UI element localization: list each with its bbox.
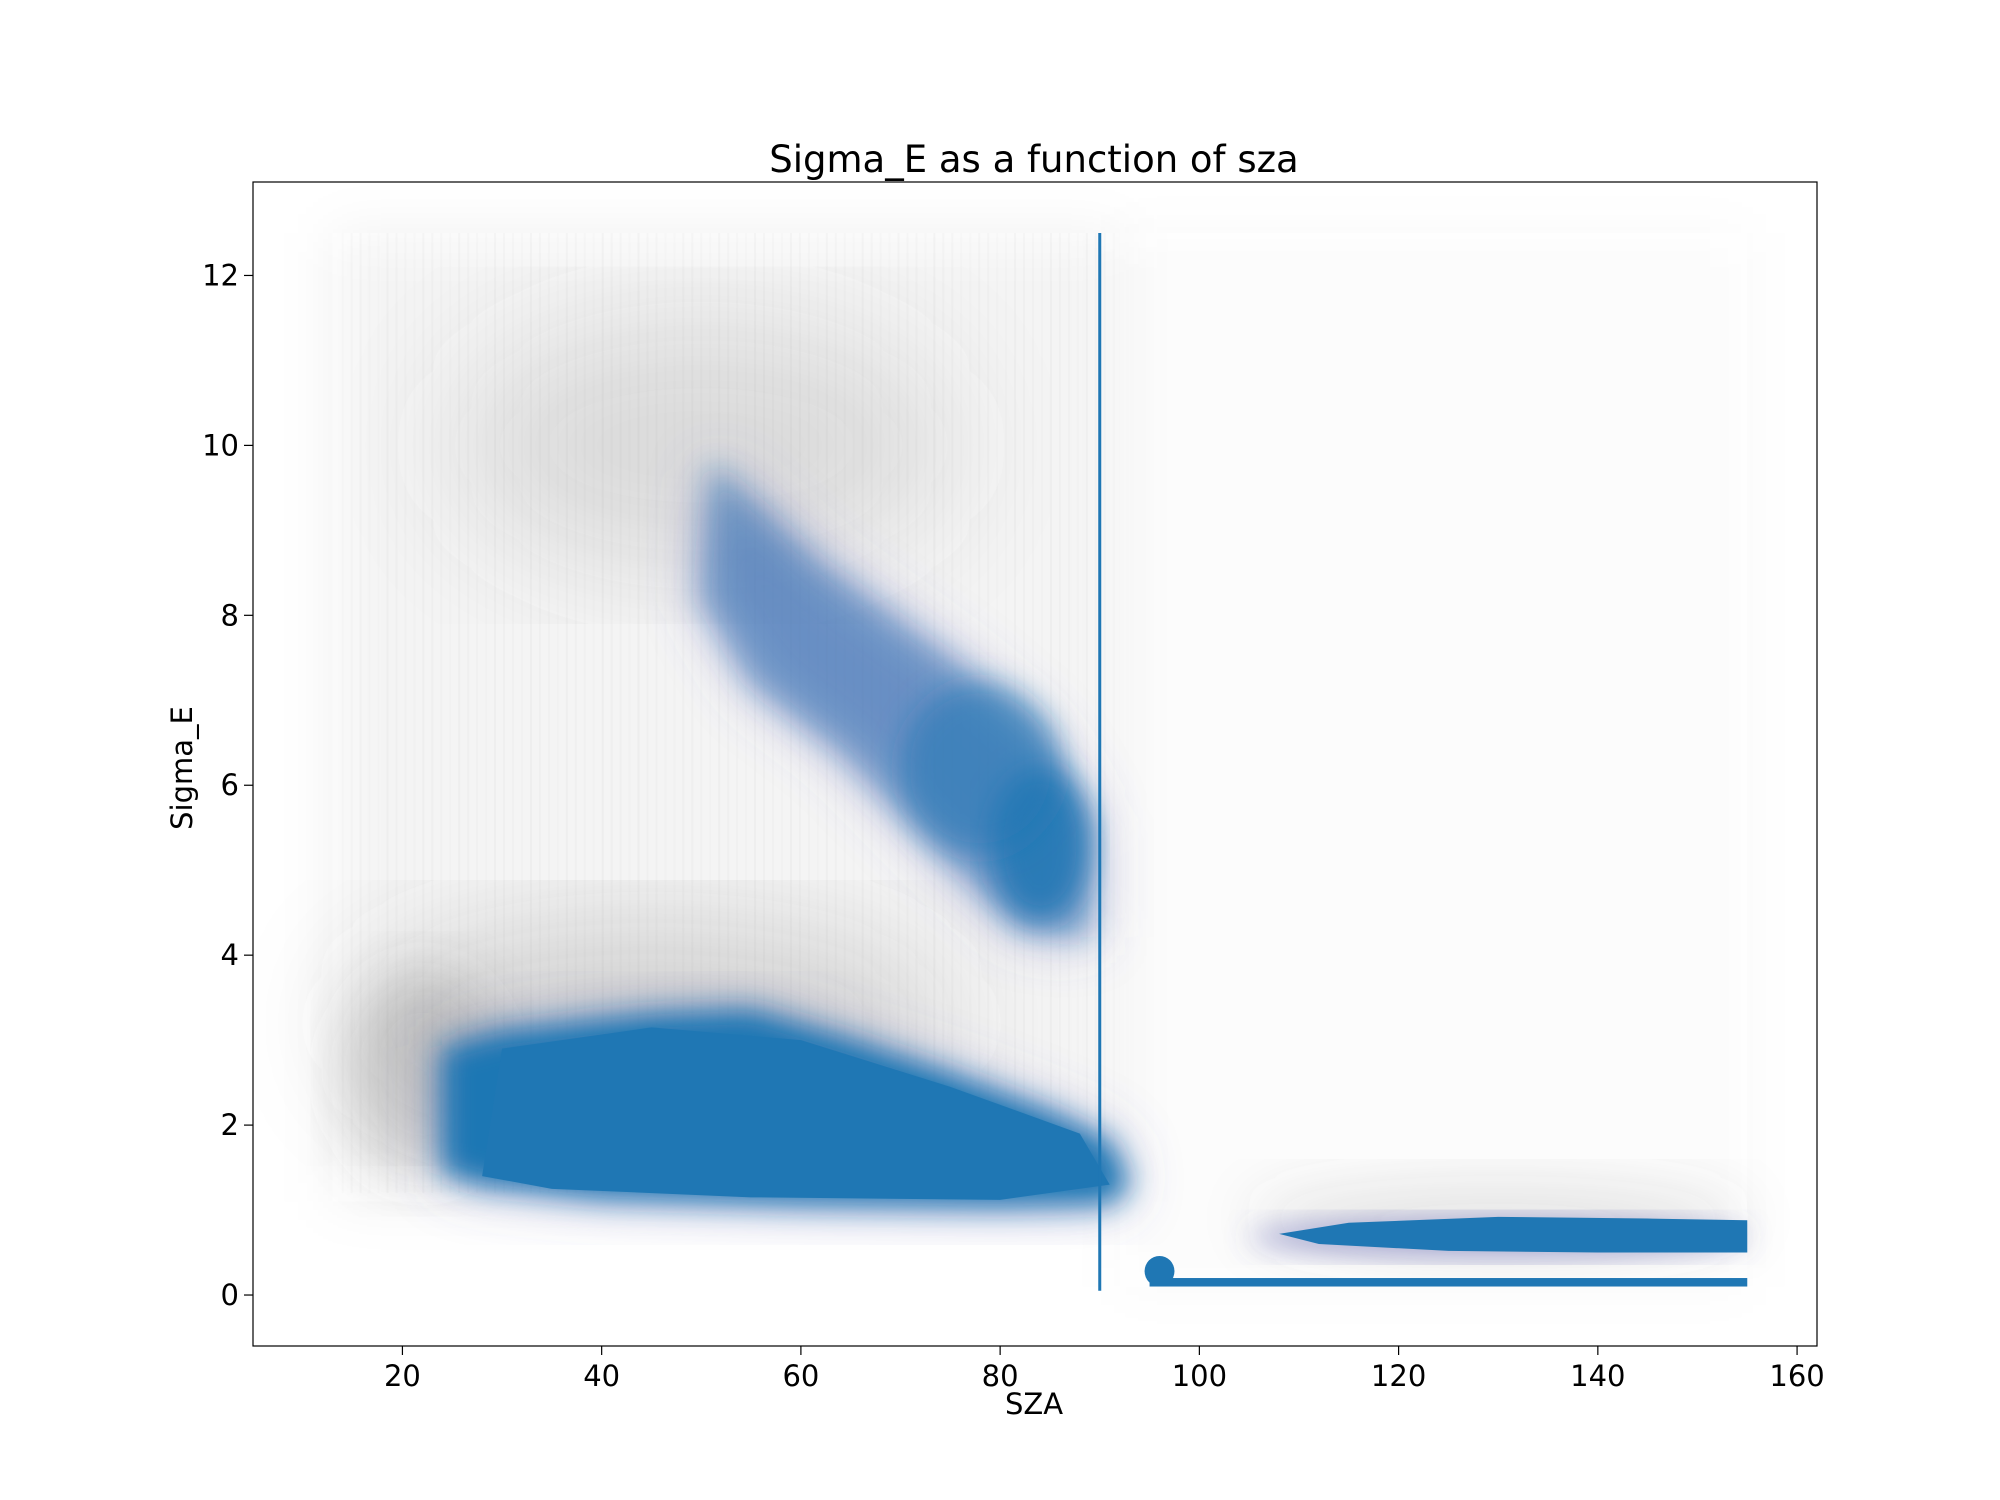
x-tick-label: 80 xyxy=(982,1359,1019,1393)
y-tick-label: 6 xyxy=(221,768,239,802)
y-tick-label: 2 xyxy=(221,1108,239,1142)
plot-frame xyxy=(252,181,1818,1347)
x-tick-label: 140 xyxy=(1570,1359,1625,1393)
y-tick-label: 0 xyxy=(221,1278,239,1312)
right-bottom-band xyxy=(1149,1278,1748,1287)
upper-cluster-core xyxy=(900,683,1060,854)
y-axis: 0 2 4 6 8 10 12 xyxy=(202,258,253,1312)
y-tick-label: 10 xyxy=(202,428,239,462)
background-point-haze xyxy=(452,317,951,573)
plot-area xyxy=(332,232,1748,1291)
x-tick-label: 60 xyxy=(782,1359,819,1393)
x-axis-label: SZA xyxy=(1005,1387,1063,1421)
y-tick-label: 12 xyxy=(202,258,239,292)
x-tick-label: 100 xyxy=(1172,1359,1227,1393)
main-cluster-core xyxy=(482,1027,1110,1200)
right-bottom-band xyxy=(1144,1255,1175,1287)
x-tick-label: 120 xyxy=(1371,1359,1426,1393)
x-tick-label: 20 xyxy=(384,1359,421,1393)
y-tick-label: 4 xyxy=(221,938,239,972)
x-tick-label: 40 xyxy=(583,1359,620,1393)
x-axis: 20 40 60 80 100 120 140 160 xyxy=(384,1346,1825,1393)
y-tick-label: 8 xyxy=(221,598,239,632)
right-band xyxy=(1279,1216,1748,1253)
x-tick-label: 160 xyxy=(1769,1359,1824,1393)
background-point-haze xyxy=(1120,233,1748,1287)
y-axis-label: Sigma_E xyxy=(165,706,199,830)
chart-title: Sigma_E as a function of sza xyxy=(769,138,1298,181)
